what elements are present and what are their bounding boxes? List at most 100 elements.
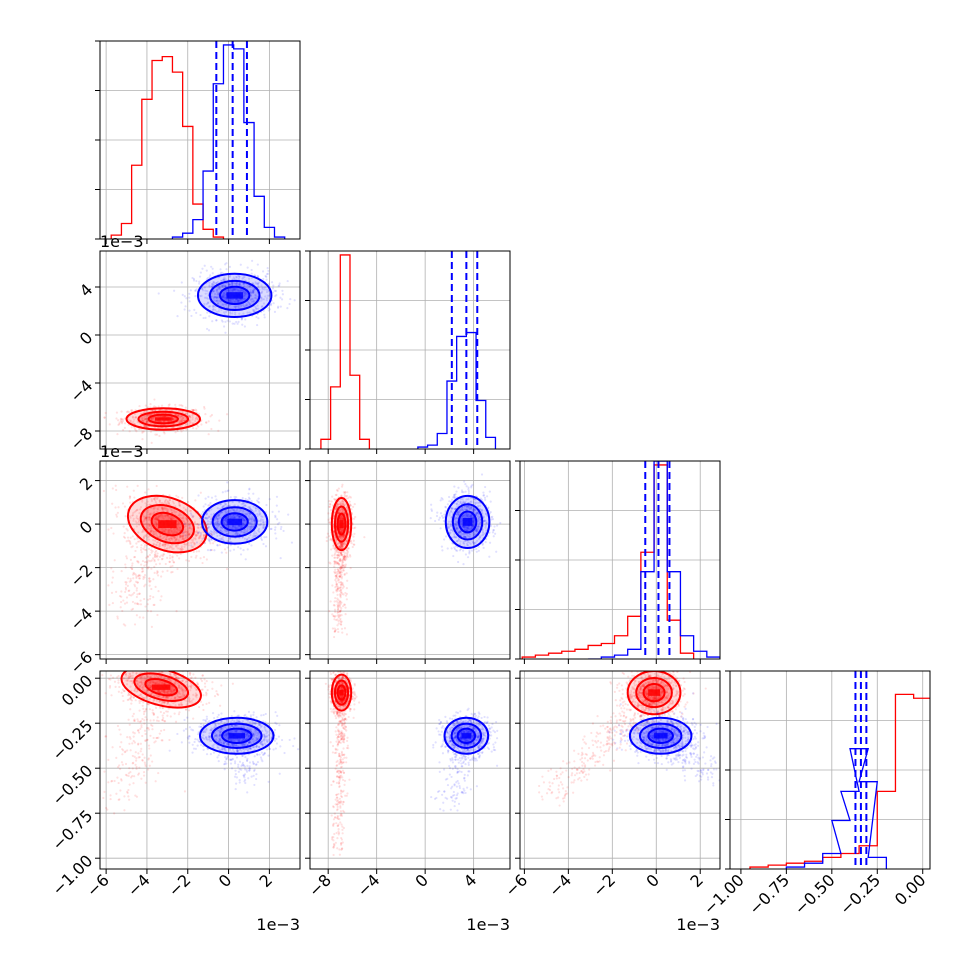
scatter-point <box>207 305 211 308</box>
scatter-point <box>155 515 158 518</box>
scatter-point <box>336 503 339 506</box>
scatter-point <box>340 546 343 549</box>
scatter-point <box>164 562 167 566</box>
scatter-point <box>220 537 223 540</box>
scatter-point <box>348 503 351 506</box>
scatter-point <box>346 553 349 556</box>
scatter-point <box>195 530 198 533</box>
scatter-point <box>492 535 495 538</box>
scatter-point <box>467 486 470 489</box>
scatter-point <box>233 526 236 529</box>
scatter-point <box>334 508 337 511</box>
scatter-point <box>261 290 264 293</box>
scatter-point <box>181 516 185 519</box>
scatter-point <box>171 556 174 559</box>
scatter-point <box>210 534 214 537</box>
scatter-point <box>270 527 273 530</box>
scatter-point <box>137 519 140 522</box>
scatter-point <box>214 296 217 299</box>
scatter-point <box>208 315 211 318</box>
scatter-point <box>155 433 159 436</box>
scatter-point <box>215 310 218 314</box>
scatter-point <box>341 517 344 520</box>
scatter-point <box>199 526 203 529</box>
scatter-point <box>246 548 249 551</box>
scatter-point <box>242 549 245 552</box>
scatter-point <box>225 516 228 519</box>
scatter-point <box>153 565 156 568</box>
scatter-point <box>228 299 231 302</box>
scatter-point <box>429 517 432 520</box>
scatter-point <box>280 525 283 529</box>
scatter-point <box>338 509 341 512</box>
scatter-point <box>341 587 344 590</box>
scatter-point <box>225 268 228 271</box>
scatter-point <box>196 522 199 526</box>
scatter-point <box>186 500 190 503</box>
scatter-point <box>152 533 156 536</box>
scatter-point <box>147 524 150 528</box>
scatter-point <box>257 501 261 504</box>
scatter-point <box>138 540 141 543</box>
scatter-point <box>248 487 251 490</box>
scatter-point <box>208 284 211 287</box>
scatter-point <box>245 303 248 306</box>
scatter-point <box>225 520 228 523</box>
density-peak-blue <box>227 518 243 526</box>
scatter-point <box>216 517 219 520</box>
scatter-point <box>215 299 219 302</box>
scatter-point <box>176 547 179 550</box>
scatter-point <box>139 506 143 509</box>
scatter-point <box>215 524 218 527</box>
scatter-point <box>273 310 277 313</box>
scatter-point <box>346 554 349 557</box>
scatter-point <box>137 521 140 524</box>
scatter-point <box>229 544 232 547</box>
scatter-point <box>157 516 160 520</box>
scatter-point <box>233 305 236 308</box>
scatter-point <box>259 523 262 527</box>
scatter-point <box>246 292 249 296</box>
scatter-point <box>184 537 187 540</box>
scatter-point <box>340 501 343 504</box>
scatter-point <box>197 531 201 534</box>
scatter-point <box>338 546 342 549</box>
scatter-point <box>184 423 187 426</box>
scatter-point <box>336 568 339 571</box>
scatter-point <box>338 503 342 506</box>
scatter-point <box>252 299 255 302</box>
scatter-point <box>251 282 254 285</box>
scatter-point <box>150 587 153 591</box>
scatter-point <box>189 416 192 419</box>
scatter-point <box>340 507 343 510</box>
density-peak-red <box>155 417 172 421</box>
scatter-point <box>218 287 221 290</box>
scatter-point <box>142 430 145 433</box>
scatter-point <box>212 532 216 535</box>
scatter-point <box>141 529 145 532</box>
scatter-point <box>221 295 225 299</box>
scatter-point <box>141 431 144 434</box>
scatter-point <box>347 547 350 551</box>
scatter-point <box>155 549 158 553</box>
scatter-point <box>144 417 148 421</box>
scatter-point <box>157 558 160 561</box>
scatter-point <box>244 504 247 507</box>
scatter-point <box>182 517 185 520</box>
scatter-point <box>216 522 219 525</box>
scatter-point <box>130 545 133 549</box>
scatter-point <box>148 597 152 600</box>
scatter-point <box>154 518 157 521</box>
scatter-point <box>262 521 265 524</box>
scatter-point <box>210 548 213 552</box>
scatter-point <box>140 418 144 421</box>
scatter-point <box>124 588 127 591</box>
scatter-point <box>128 430 131 433</box>
scatter-point <box>254 293 257 296</box>
scatter-point <box>345 506 349 510</box>
scatter-point <box>217 429 220 432</box>
scatter-point <box>331 627 334 630</box>
scatter-point <box>250 272 253 275</box>
scatter-point <box>143 518 146 521</box>
scatter-point <box>349 504 352 507</box>
